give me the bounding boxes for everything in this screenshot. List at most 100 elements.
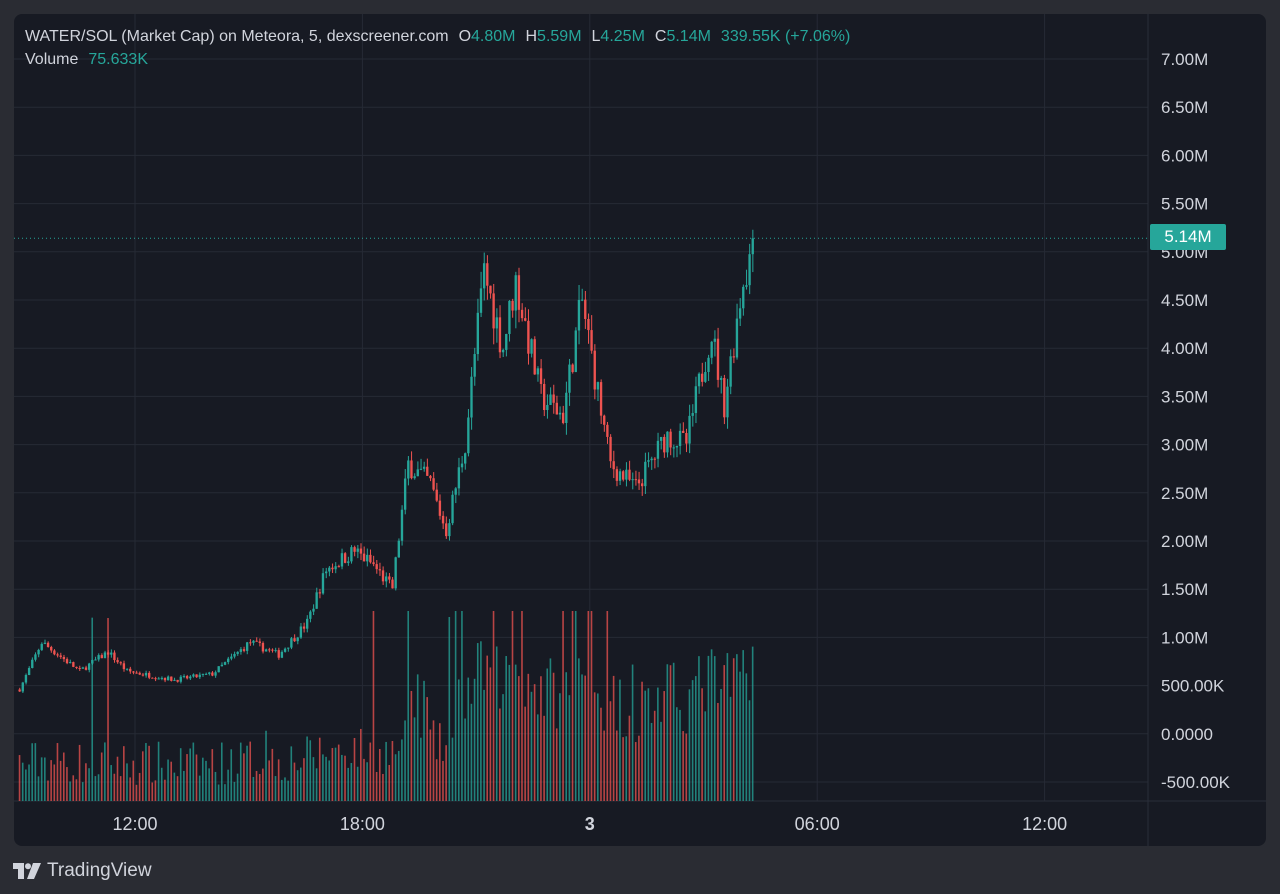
- volume-bar: [426, 697, 428, 801]
- volume-bar: [252, 776, 255, 801]
- volume-bar: [243, 753, 245, 801]
- volume-bar: [555, 728, 558, 801]
- volume-bar: [461, 611, 463, 801]
- volume-bar: [549, 658, 552, 801]
- volume-bar: [217, 784, 220, 801]
- candle-body: [40, 643, 43, 650]
- candle-body: [328, 567, 331, 572]
- volume-bar: [622, 737, 624, 801]
- candle-body: [245, 642, 249, 651]
- volume-bar: [66, 767, 68, 801]
- candle-body: [372, 562, 375, 565]
- volume-bar: [227, 769, 229, 801]
- volume-bar: [682, 731, 684, 801]
- volume-bar: [274, 776, 277, 801]
- volume-bar: [148, 745, 150, 801]
- volume-bar: [442, 760, 444, 801]
- volume-bar: [470, 703, 473, 801]
- candle-body: [549, 394, 552, 405]
- candle-body: [416, 469, 419, 477]
- candle-body: [688, 415, 691, 444]
- volume-bar: [322, 754, 324, 801]
- candle-body: [141, 674, 145, 676]
- volume-label: Volume: [25, 51, 79, 68]
- candle-body: [122, 663, 126, 670]
- legend-symbol: WATER/SOL (Market Cap) on Meteora, 5, de…: [25, 28, 449, 45]
- candle-body: [353, 547, 356, 552]
- volume-bar: [25, 769, 27, 801]
- volume-bar: [467, 677, 470, 801]
- candle-body: [419, 468, 423, 470]
- volume-bar: [590, 611, 593, 801]
- volume-bar: [742, 650, 744, 801]
- candle-body: [451, 494, 454, 524]
- candle-body: [160, 677, 164, 679]
- tradingview-branding[interactable]: TradingView: [13, 858, 152, 884]
- volume-bar: [679, 709, 681, 801]
- volume-bar: [47, 780, 49, 801]
- candle-body: [669, 431, 672, 448]
- volume-bar: [318, 737, 321, 801]
- volume-bar: [600, 707, 602, 801]
- candle-body: [603, 415, 606, 425]
- volume-bar: [603, 730, 605, 801]
- candle-body: [283, 648, 287, 652]
- candle-body: [182, 676, 186, 678]
- candle-body: [217, 666, 220, 673]
- candle-body: [366, 554, 369, 562]
- candle-body: [441, 515, 445, 524]
- candle-body: [454, 488, 457, 495]
- candlestick-chart[interactable]: -500.00K 0.0000 500.00K 1.00M 1.50M 2.00M 2.50…: [14, 14, 1266, 846]
- volume-bar: [18, 755, 21, 801]
- candle-body: [590, 330, 593, 351]
- candle-body: [640, 483, 644, 487]
- chart-panel[interactable]: -500.00K 0.0000 500.00K 1.00M 1.50M 2.00M 2.50…: [14, 14, 1266, 846]
- y-tick-label: 4.00M: [1161, 339, 1208, 358]
- candle-body: [113, 652, 116, 661]
- legend-change: 339.55K (+7.06%): [720, 28, 851, 45]
- volume-bar: [578, 658, 580, 801]
- candle-body: [116, 660, 119, 663]
- volume-bar: [524, 706, 526, 801]
- candle-body: [457, 467, 461, 489]
- volume-bar: [423, 680, 425, 801]
- volume-bar: [420, 737, 422, 801]
- volume-bar: [110, 765, 112, 801]
- candle-body: [227, 658, 230, 663]
- candle-body: [264, 649, 268, 652]
- volume-bar: [141, 751, 144, 801]
- candle-body: [69, 662, 72, 664]
- volume-bar: [464, 718, 466, 801]
- volume-bar: [341, 754, 343, 801]
- volume-bar: [672, 662, 675, 801]
- volume-bar: [536, 714, 539, 801]
- volume-bar: [154, 780, 157, 801]
- volume-bar: [363, 758, 365, 801]
- candle-body: [166, 676, 170, 681]
- volume-bar: [559, 693, 561, 801]
- candle-body: [299, 626, 303, 638]
- y-tick-label: 6.00M: [1161, 146, 1208, 165]
- candle-body: [476, 312, 480, 355]
- candle-body: [381, 570, 385, 582]
- volume-bar: [53, 764, 56, 801]
- candle-body: [432, 478, 435, 490]
- volume-bar: [691, 680, 694, 801]
- volume-bar: [587, 611, 590, 801]
- candle-body: [710, 341, 713, 358]
- volume-bar: [40, 757, 43, 801]
- candle-body: [87, 663, 91, 670]
- candle-body: [350, 547, 353, 562]
- volume-bar: [151, 782, 154, 801]
- candle-body: [448, 523, 451, 537]
- volume-bar: [214, 771, 217, 801]
- volume-bar: [369, 742, 372, 801]
- candle-body: [391, 579, 394, 589]
- candle-body: [729, 356, 732, 387]
- volume-bar: [44, 757, 46, 801]
- candle-body: [596, 382, 600, 390]
- candle-body: [375, 564, 378, 570]
- candle-body: [280, 651, 284, 658]
- candle-body: [176, 679, 179, 682]
- candle-body: [637, 479, 641, 484]
